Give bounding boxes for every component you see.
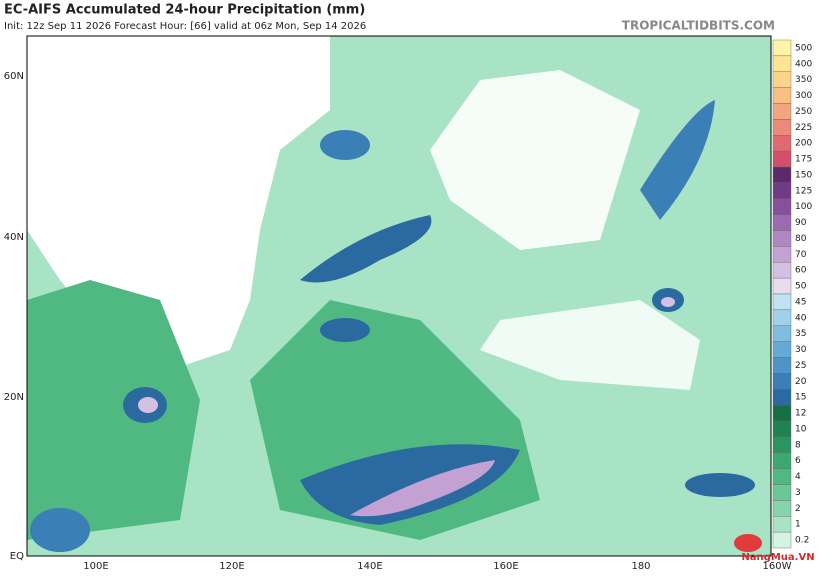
colorbar-swatch: [772, 531, 792, 549]
colorbar-label: 12: [795, 409, 806, 419]
colorbar-label: 90: [795, 218, 807, 228]
colorbar-label: 70: [795, 250, 807, 260]
colorbar-label: 300: [795, 91, 812, 101]
rain-core: [30, 508, 90, 552]
source: TROPICALTIDBITS.COM: [622, 19, 775, 33]
colorbar-swatch: [772, 198, 792, 215]
rain-core: [350, 460, 495, 517]
colorbar-label: 200: [795, 139, 812, 149]
colorbar: 5004003503002502252001751501251009080706…: [772, 39, 812, 549]
colorbar-swatch: [772, 357, 792, 374]
title: EC-AIFS Accumulated 24-hour Precipitatio…: [4, 3, 365, 18]
colorbar-swatch: [772, 103, 792, 120]
colorbar-swatch: [772, 341, 792, 358]
colorbar-label: 80: [795, 234, 807, 244]
rain-band: [300, 215, 432, 283]
colorbar-swatch: [772, 182, 792, 199]
colorbar-label: 2: [795, 504, 801, 514]
colorbar-swatch: [772, 135, 792, 152]
colorbar-label: 225: [795, 123, 812, 133]
colorbar-swatch: [772, 436, 792, 453]
colorbar-label: 25: [795, 361, 806, 371]
map: [26, 35, 772, 557]
colorbar-label: 350: [795, 75, 812, 85]
colorbar-label: 50: [795, 282, 807, 292]
colorbar-swatch: [772, 277, 792, 295]
colorbar-label: 45: [795, 297, 806, 307]
colorbar-label: 35: [795, 329, 806, 339]
rain-band: [640, 100, 715, 220]
lon-label: 120E: [219, 561, 244, 572]
colorbar-swatch: [772, 452, 792, 469]
colorbar-label: 150: [795, 170, 812, 180]
colorbar-label: 15: [795, 393, 806, 403]
colorbar-label: 60: [795, 266, 807, 276]
colorbar-swatch: [772, 309, 792, 326]
rain-core: [300, 444, 520, 525]
colorbar-swatch: [772, 404, 792, 422]
colorbar-swatch: [772, 516, 792, 533]
colorbar-swatch: [772, 246, 792, 263]
colorbar-label: 20: [795, 377, 807, 387]
lon-labels: 100E 120E 140E 160E 180 160W: [83, 561, 791, 572]
colorbar-swatch: [772, 214, 792, 231]
colorbar-label: 30: [795, 345, 807, 355]
colorbar-label: 100: [795, 202, 812, 212]
colorbar-swatch: [772, 500, 792, 517]
map-frame: [26, 35, 772, 557]
logo-icon: [734, 534, 762, 552]
colorbar-swatch: [772, 468, 792, 485]
colorbar-swatch: [772, 230, 792, 247]
colorbar-label: 4: [795, 472, 801, 482]
colorbar-swatch: [772, 119, 792, 136]
rain-core: [320, 130, 370, 160]
colorbar-swatch: [772, 325, 792, 342]
colorbar-swatch: [772, 420, 792, 438]
colorbar-swatch: [772, 71, 792, 88]
colorbar-label: 3: [795, 488, 801, 498]
colorbar-label: 500: [795, 43, 812, 53]
colorbar-label: 400: [795, 59, 812, 69]
rain-core: [685, 473, 755, 497]
subtitle: Init: 12z Sep 11 2026 Forecast Hour: [66…: [4, 21, 366, 32]
rain-area: [27, 280, 200, 540]
colorbar-swatch: [772, 293, 792, 311]
rain-core: [661, 297, 675, 307]
colorbar-label: 10: [795, 424, 807, 434]
lat-label: 40N: [4, 232, 24, 243]
dry-area: [430, 70, 640, 250]
colorbar-label: 6: [795, 456, 801, 466]
lat-label: 60N: [4, 71, 24, 82]
lon-label: 160E: [493, 561, 518, 572]
colorbar-swatch: [772, 373, 792, 390]
colorbar-label: 250: [795, 107, 812, 117]
colorbar-swatch: [772, 262, 792, 279]
colorbar-label: 175: [795, 155, 812, 165]
colorbar-label: 0.2: [795, 536, 809, 546]
colorbar-swatch: [772, 484, 792, 501]
colorbar-label: 125: [795, 186, 812, 196]
lon-label: 160W: [763, 561, 792, 572]
lon-label: 180: [631, 561, 650, 572]
logo-text: NangMua.VN: [741, 552, 814, 563]
rain-core: [320, 318, 370, 342]
lon-label: 100E: [83, 561, 108, 572]
rain-core: [138, 397, 158, 413]
colorbar-swatch: [772, 166, 792, 184]
colorbar-swatch: [772, 389, 792, 406]
lat-label: EQ: [10, 551, 24, 562]
colorbar-swatch: [772, 150, 792, 168]
colorbar-label: 40: [795, 313, 807, 323]
colorbar-label: 8: [795, 440, 801, 450]
colorbar-swatch: [772, 55, 792, 72]
lon-label: 140E: [357, 561, 382, 572]
colorbar-swatch: [772, 39, 792, 57]
dry-area: [480, 300, 700, 390]
lat-labels: 60N 40N 20N EQ: [4, 71, 24, 562]
lat-label: 20N: [4, 392, 24, 403]
logo: NangMua.VN: [734, 534, 815, 563]
colorbar-label: 1: [795, 520, 801, 530]
colorbar-swatch: [772, 87, 792, 104]
